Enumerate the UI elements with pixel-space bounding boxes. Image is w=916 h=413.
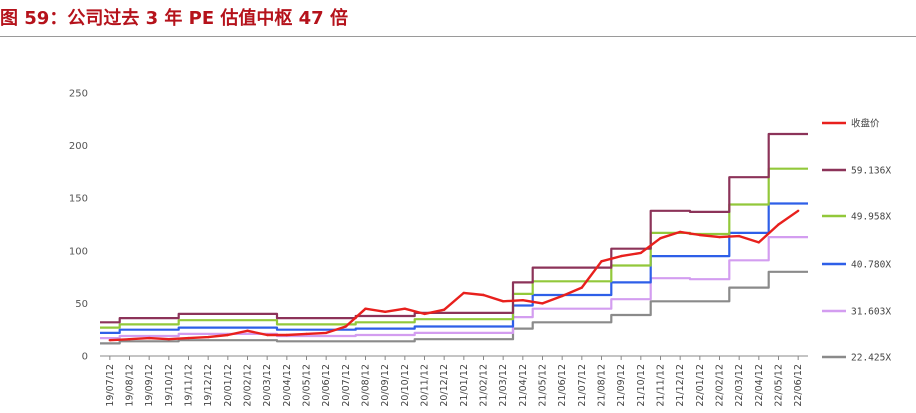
y-tick-label: 250 [69, 89, 88, 100]
x-tick-label: 19/08/12 [125, 364, 136, 407]
series-line-0 [109, 209, 799, 342]
price-point [757, 241, 760, 244]
price-point [600, 260, 603, 263]
price-point [266, 333, 269, 337]
x-tick-label: 22/04/12 [754, 364, 765, 407]
y-tick-label: 150 [69, 194, 88, 205]
x-tick-label: 21/06/12 [557, 364, 568, 407]
legend-label: 49.958X [851, 212, 891, 223]
price-point [305, 332, 308, 336]
price-point [344, 325, 347, 328]
price-point [187, 336, 190, 340]
x-tick-label: 22/01/12 [695, 364, 706, 407]
x-tick-label: 20/08/12 [361, 364, 372, 407]
price-point [285, 333, 288, 337]
legend-label: 22.425X [851, 353, 891, 364]
x-tick-label: 20/11/12 [420, 364, 431, 407]
x-tick-label: 19/12/12 [203, 364, 214, 407]
x-tick-label: 20/10/12 [400, 364, 411, 407]
y-tick-label: 50 [75, 299, 88, 310]
price-point [325, 331, 328, 335]
legend-label: 59.136X [851, 166, 891, 177]
price-point [423, 312, 426, 316]
x-tick-label: 21/11/12 [656, 364, 667, 407]
x-tick-label: 19/10/12 [164, 364, 175, 407]
price-point [384, 310, 387, 313]
price-point [128, 338, 131, 341]
x-tick-label: 20/07/12 [341, 364, 352, 407]
price-point [639, 251, 642, 255]
x-tick-label: 19/09/12 [144, 364, 155, 407]
series-line-2 [100, 167, 808, 329]
legend-label: 40.780X [851, 260, 891, 271]
series-line-3 [100, 202, 808, 334]
y-tick-label: 100 [69, 246, 88, 257]
price-point [502, 300, 505, 303]
x-tick-label: 21/03/12 [498, 364, 509, 407]
x-tick-label: 22/05/12 [774, 364, 785, 407]
x-tick-label: 20/01/12 [223, 364, 234, 407]
price-point [659, 237, 662, 240]
price-point [797, 209, 800, 212]
x-tick-label: 21/04/12 [518, 364, 529, 407]
x-tick-label: 20/05/12 [302, 364, 313, 407]
x-tick-label: 21/01/12 [459, 364, 470, 407]
x-tick-label: 22/02/12 [715, 364, 726, 407]
price-point [679, 230, 682, 234]
x-tick-label: 21/07/12 [577, 364, 588, 407]
x-tick-label: 20/02/12 [243, 364, 254, 407]
title-divider [0, 36, 916, 37]
price-point [698, 233, 701, 237]
legend-label: 31.603X [851, 307, 891, 318]
x-tick-label: 21/10/12 [636, 364, 647, 407]
figure-title: 图 59：公司过去 3 年 PE 估值中枢 47 倍 [0, 8, 348, 29]
price-point [148, 336, 151, 340]
x-tick-label: 20/04/12 [282, 364, 293, 407]
series-line-4 [100, 236, 808, 340]
price-point [403, 307, 406, 310]
price-point [246, 329, 249, 332]
price-point [521, 299, 524, 302]
x-tick-label: 20/03/12 [262, 364, 273, 407]
x-tick-label: 22/03/12 [734, 364, 745, 407]
y-tick-label: 200 [69, 141, 88, 152]
x-tick-label: 20/12/12 [439, 364, 450, 407]
x-tick-label: 21/02/12 [479, 364, 490, 407]
series-line-5 [100, 270, 808, 345]
legend-label: 收盘价 [851, 118, 880, 130]
price-point [541, 302, 544, 305]
x-tick-label: 21/12/12 [675, 364, 686, 407]
price-point [482, 293, 485, 297]
price-point [561, 294, 564, 298]
price-point [226, 333, 229, 337]
price-point [443, 308, 446, 311]
x-tick-label: 19/07/12 [105, 364, 116, 407]
price-point [364, 307, 367, 310]
price-point [167, 338, 170, 341]
price-point [462, 291, 465, 295]
price-point [580, 286, 583, 289]
y-tick-label: 0 [82, 352, 88, 363]
x-tick-label: 22/06/12 [793, 364, 804, 407]
price-point [620, 254, 623, 258]
x-tick-label: 21/08/12 [597, 364, 608, 407]
price-point [718, 235, 721, 239]
x-tick-label: 20/09/12 [380, 364, 391, 407]
x-tick-label: 21/09/12 [616, 364, 627, 407]
price-point [738, 234, 741, 238]
x-tick-label: 21/05/12 [538, 364, 549, 407]
series-line-1 [100, 132, 808, 324]
price-point [207, 335, 210, 339]
x-tick-label: 20/06/12 [321, 364, 332, 407]
price-point [777, 223, 780, 226]
x-tick-label: 19/11/12 [184, 364, 195, 407]
price-point [108, 339, 112, 342]
